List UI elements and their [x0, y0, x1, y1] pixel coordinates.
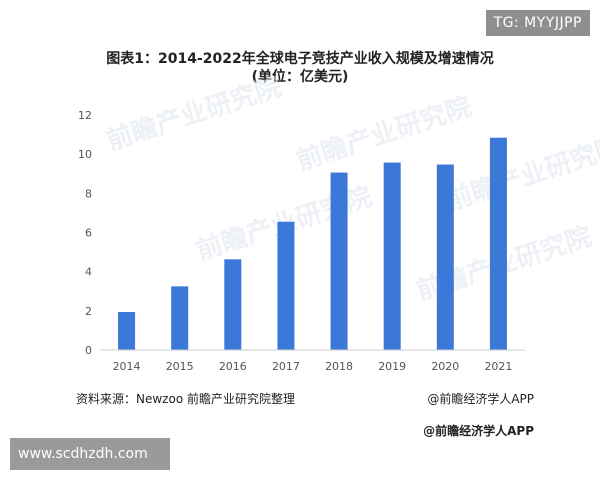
background-watermark-2: 前瞻产业研究院	[443, 131, 600, 217]
footer-watermark: @前瞻经济学人APP	[423, 424, 534, 438]
x-tick-label-2018: 2018	[325, 360, 353, 373]
y-tick-label-1: 2	[85, 305, 92, 318]
bar-2018	[330, 172, 348, 350]
site-url-banner: www.scdhzdh.com	[10, 438, 170, 470]
bar-series	[118, 137, 507, 350]
x-tick-label-2017: 2017	[272, 360, 300, 373]
chart-title-line1: 图表1：2014-2022年全球电子竞技产业收入规模及增速情况	[106, 51, 494, 67]
bar-2017	[277, 221, 295, 350]
x-tick-label-2020: 2020	[431, 360, 459, 373]
corner-tag: TG: MYYJJPP	[485, 10, 590, 36]
x-tick-label-2015: 2015	[166, 360, 194, 373]
y-tick-label-4: 8	[85, 187, 92, 200]
chart-title: 图表1：2014-2022年全球电子竞技产业收入规模及增速情况 (单位：亿美元)	[0, 50, 600, 86]
background-watermark-0: 前瞻产业研究院	[103, 71, 286, 157]
bar-2016	[224, 259, 242, 350]
y-tick-label-0: 0	[85, 344, 92, 357]
y-tick-label-5: 10	[78, 148, 92, 161]
y-tick-label-3: 6	[85, 227, 92, 240]
source-note: 资料来源：Newzoo 前瞻产业研究院整理	[76, 392, 295, 406]
y-tick-label-6: 12	[78, 109, 92, 122]
x-tick-label-2016: 2016	[219, 360, 247, 373]
x-tick-label-2014: 2014	[113, 360, 141, 373]
x-tick-label-2021: 2021	[484, 360, 512, 373]
bar-2019	[383, 162, 401, 350]
bar-2015	[171, 286, 189, 350]
bar-2020	[436, 164, 454, 350]
x-tick-label-2019: 2019	[378, 360, 406, 373]
background-watermark-layer: 前瞻产业研究院前瞻产业研究院前瞻产业研究院前瞻产业研究院前瞻产业研究院	[103, 71, 600, 307]
x-axis-ticks: 2014 2015 2016 2017 2018 2019 2020 2021	[113, 360, 513, 373]
bar-2014	[118, 312, 136, 350]
source-watermark: @前瞻经济学人APP	[427, 392, 534, 406]
y-axis-ticks: 0 2 4 6 8 10 12	[78, 109, 92, 357]
bar-2021	[489, 137, 507, 350]
y-tick-label-2: 4	[85, 266, 92, 279]
chart-title-line2: (单位：亿美元)	[251, 69, 349, 85]
